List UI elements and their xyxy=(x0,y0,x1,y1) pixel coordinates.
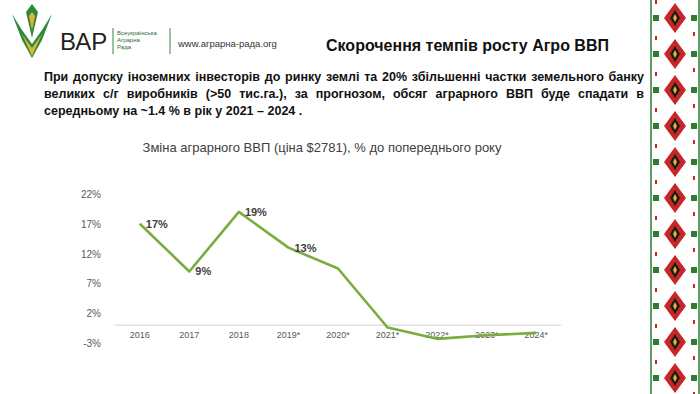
logo-text: ВАР xyxy=(60,28,107,55)
chart-title: Зміна аграрного ВВП (ціна $2781), % до п… xyxy=(143,140,502,155)
category-label: 2016 xyxy=(130,330,150,340)
data-label: 17% xyxy=(146,218,168,230)
paragraph: При допуску іноземних інвесторів до ринк… xyxy=(44,69,644,120)
logo-divider xyxy=(170,28,171,54)
data-label: 9% xyxy=(195,265,211,277)
category-label: 2017 xyxy=(179,330,199,340)
slide: ВАР ВсеукраїнськаАграрнаРада www.аграрна-р… xyxy=(0,0,700,394)
tick-label: 17% xyxy=(81,219,101,230)
tick-label: 22% xyxy=(81,189,101,200)
plot-area xyxy=(140,212,536,339)
logo-subtitle: Всеукраїнська xyxy=(117,30,157,36)
ornament-border xyxy=(651,0,700,394)
category-label: 2020* xyxy=(326,330,350,340)
category-label: 2018 xyxy=(229,330,249,340)
data-line xyxy=(140,212,536,339)
x-axis xyxy=(115,325,561,326)
category-label: 2024* xyxy=(524,330,548,340)
logo-shape xyxy=(26,4,38,38)
tick-label: 2% xyxy=(87,308,102,319)
heading: Скорочення темпів росту Агро ВВП xyxy=(326,37,609,54)
tick-label: -3% xyxy=(83,338,101,349)
logo-shape xyxy=(22,34,42,56)
logo-divider xyxy=(113,28,114,54)
url: www.аграрна-рада.org xyxy=(177,38,277,49)
category-label: 2021* xyxy=(376,330,400,340)
data-label: 13% xyxy=(294,242,316,254)
tick-label: 12% xyxy=(81,249,101,260)
logo-subtitle: Аграрна xyxy=(117,37,141,43)
tick-label: 7% xyxy=(87,278,102,289)
logo-emblem xyxy=(12,4,52,58)
logo-shape xyxy=(29,12,35,30)
category-label: 2019* xyxy=(277,330,301,340)
ornament-edge xyxy=(698,0,700,394)
data-label: 19% xyxy=(245,206,267,218)
logo-subtitle: Рада xyxy=(117,44,132,50)
ornament-edge xyxy=(650,0,652,394)
